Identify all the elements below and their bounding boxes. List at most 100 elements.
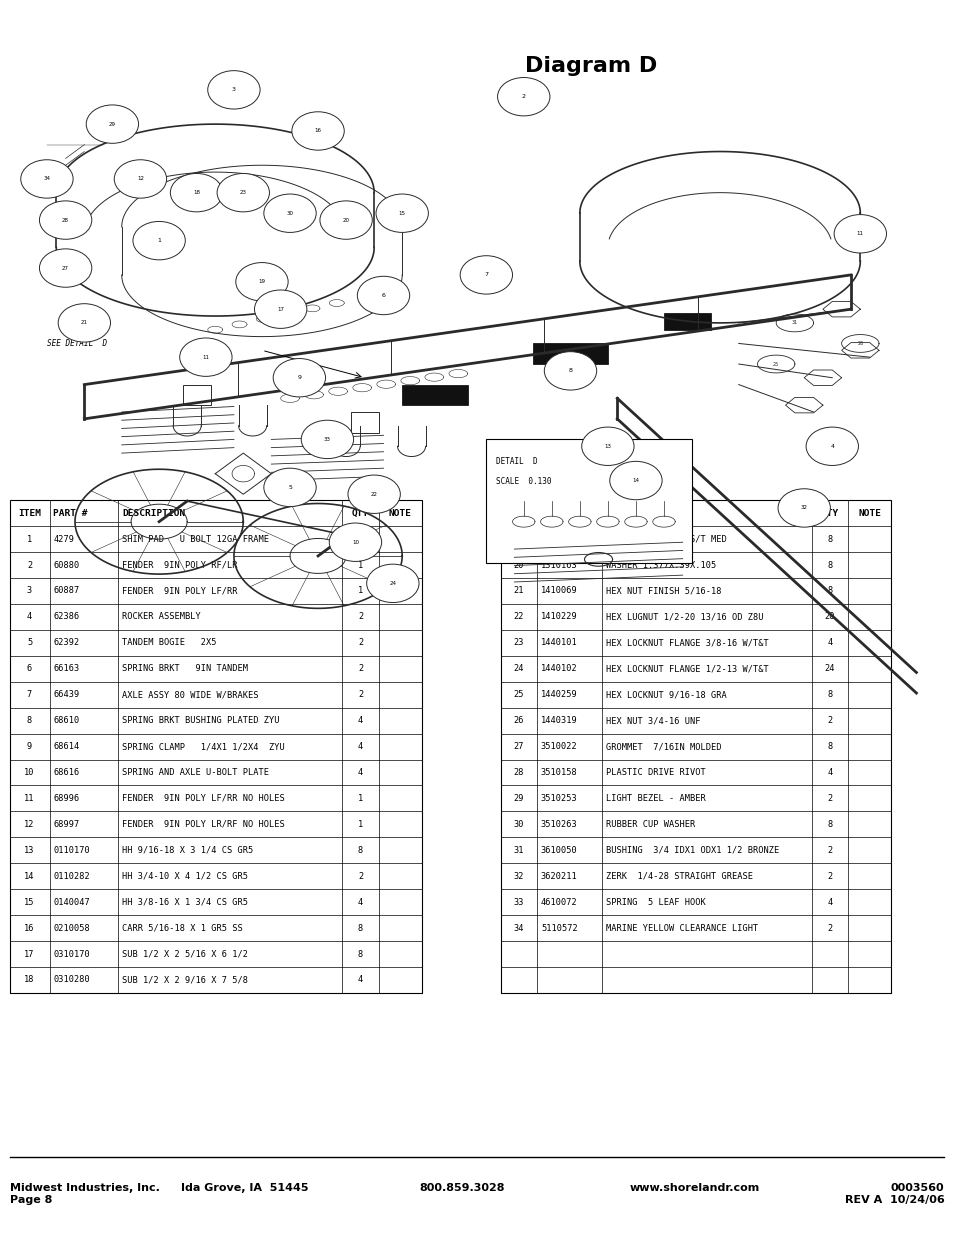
Text: 0140047: 0140047 bbox=[53, 898, 91, 906]
Circle shape bbox=[778, 489, 829, 527]
Circle shape bbox=[497, 78, 549, 116]
Text: 28: 28 bbox=[513, 768, 524, 777]
Text: 12: 12 bbox=[24, 820, 35, 829]
Text: 0310170: 0310170 bbox=[53, 950, 91, 958]
Text: 8: 8 bbox=[27, 716, 32, 725]
Text: 68614: 68614 bbox=[53, 742, 80, 751]
Circle shape bbox=[179, 338, 232, 377]
Text: 8: 8 bbox=[357, 950, 363, 958]
Text: FENDER  9IN POLY RF/LR: FENDER 9IN POLY RF/LR bbox=[122, 561, 237, 569]
Text: 11: 11 bbox=[856, 231, 862, 236]
Text: SUB 1/2 X 2 5/16 X 6 1/2: SUB 1/2 X 2 5/16 X 6 1/2 bbox=[122, 950, 248, 958]
Circle shape bbox=[264, 468, 315, 506]
Circle shape bbox=[609, 462, 661, 500]
Text: 1: 1 bbox=[157, 238, 161, 243]
Text: 14: 14 bbox=[632, 478, 639, 483]
Text: 13: 13 bbox=[24, 846, 35, 855]
Text: 4: 4 bbox=[357, 898, 363, 906]
Text: 24: 24 bbox=[389, 580, 395, 585]
Bar bbox=[182, 384, 211, 405]
Text: SPRING  5 LEAF HOOK: SPRING 5 LEAF HOOK bbox=[605, 898, 705, 906]
Text: 18: 18 bbox=[193, 190, 200, 195]
Text: 800.859.3028: 800.859.3028 bbox=[419, 1183, 505, 1193]
Text: HH 9/16-18 X 3 1/4 CS GR5: HH 9/16-18 X 3 1/4 CS GR5 bbox=[122, 846, 253, 855]
Text: 4610072: 4610072 bbox=[540, 898, 578, 906]
Text: 22: 22 bbox=[371, 492, 377, 496]
Text: 10: 10 bbox=[24, 768, 35, 777]
Text: 26: 26 bbox=[513, 716, 524, 725]
Text: 13: 13 bbox=[604, 443, 611, 448]
Text: 29: 29 bbox=[513, 794, 524, 803]
Circle shape bbox=[544, 352, 596, 390]
Text: 0310280: 0310280 bbox=[53, 976, 91, 984]
Text: HEX LOCKNUT FLANGE 3/8-16 W/T&T: HEX LOCKNUT FLANGE 3/8-16 W/T&T bbox=[605, 638, 768, 647]
Text: CARR 5/16-18 X 1 GR5 SS: CARR 5/16-18 X 1 GR5 SS bbox=[122, 924, 243, 932]
Text: 5: 5 bbox=[288, 485, 292, 490]
Text: 2: 2 bbox=[826, 924, 832, 932]
Text: ITEM: ITEM bbox=[507, 509, 530, 517]
Text: 5: 5 bbox=[27, 638, 32, 647]
Text: 1410069: 1410069 bbox=[540, 587, 578, 595]
Text: 8: 8 bbox=[826, 690, 832, 699]
Text: QTY: QTY bbox=[352, 509, 369, 517]
Text: 2: 2 bbox=[357, 638, 363, 647]
Text: 4: 4 bbox=[829, 443, 833, 448]
Text: PART #: PART # bbox=[540, 509, 575, 517]
Text: SPRING AND AXLE U-BOLT PLATE: SPRING AND AXLE U-BOLT PLATE bbox=[122, 768, 269, 777]
Text: Ida Grove, IA  51445: Ida Grove, IA 51445 bbox=[181, 1183, 309, 1193]
Text: 19: 19 bbox=[513, 535, 524, 543]
Text: MARINE YELLOW CLEARANCE LIGHT: MARINE YELLOW CLEARANCE LIGHT bbox=[605, 924, 758, 932]
Text: 2: 2 bbox=[27, 561, 32, 569]
Text: 68610: 68610 bbox=[53, 716, 80, 725]
Bar bbox=[486, 440, 691, 563]
Text: 31: 31 bbox=[791, 320, 797, 325]
Text: GROMMET  7/16IN MOLDED: GROMMET 7/16IN MOLDED bbox=[605, 742, 720, 751]
Text: 8: 8 bbox=[568, 368, 572, 373]
Text: 17: 17 bbox=[24, 950, 35, 958]
Text: FENDER  9IN POLY LR/RF NO HOLES: FENDER 9IN POLY LR/RF NO HOLES bbox=[122, 820, 285, 829]
Text: 8: 8 bbox=[826, 742, 832, 751]
Text: 21: 21 bbox=[81, 320, 88, 325]
Text: 6: 6 bbox=[381, 293, 385, 298]
Circle shape bbox=[217, 173, 269, 212]
Text: DESCRIPTION: DESCRIPTION bbox=[605, 509, 668, 517]
Text: SHIM PAD   U BOLT 12GA FRAME: SHIM PAD U BOLT 12GA FRAME bbox=[122, 535, 269, 543]
Text: 10: 10 bbox=[352, 540, 358, 545]
Text: 2: 2 bbox=[826, 872, 832, 881]
Text: Midwest Industries, Inc.: Midwest Industries, Inc. bbox=[10, 1183, 159, 1193]
Text: HH 3/4-10 X 4 1/2 CS GR5: HH 3/4-10 X 4 1/2 CS GR5 bbox=[122, 872, 248, 881]
Text: 1: 1 bbox=[357, 587, 363, 595]
Text: 29: 29 bbox=[109, 121, 115, 127]
Text: WASHER 1.377X.39X.105: WASHER 1.377X.39X.105 bbox=[605, 561, 716, 569]
Text: 2: 2 bbox=[357, 664, 363, 673]
Circle shape bbox=[581, 427, 634, 466]
Text: SEE DETAIL  D: SEE DETAIL D bbox=[47, 338, 107, 348]
Text: 2: 2 bbox=[521, 94, 525, 99]
Text: 62386: 62386 bbox=[53, 613, 80, 621]
Text: 4: 4 bbox=[357, 742, 363, 751]
Text: DESCRIPTION: DESCRIPTION bbox=[122, 509, 185, 517]
Circle shape bbox=[264, 194, 315, 232]
Text: 1440101: 1440101 bbox=[540, 638, 578, 647]
Text: 1310163: 1310163 bbox=[540, 561, 578, 569]
Text: SPRING CLAMP   1/4X1 1/2X4  ZYU: SPRING CLAMP 1/4X1 1/2X4 ZYU bbox=[122, 742, 285, 751]
Text: 27: 27 bbox=[62, 266, 69, 270]
Circle shape bbox=[273, 358, 325, 396]
Text: NOTE: NOTE bbox=[857, 509, 881, 517]
Circle shape bbox=[301, 420, 354, 458]
Text: 28: 28 bbox=[62, 217, 69, 222]
Circle shape bbox=[39, 201, 91, 240]
Text: 20: 20 bbox=[823, 613, 835, 621]
Text: ITEM: ITEM bbox=[18, 509, 41, 517]
Text: 1440259: 1440259 bbox=[540, 690, 578, 699]
Text: 30: 30 bbox=[286, 211, 294, 216]
Circle shape bbox=[366, 564, 418, 603]
Circle shape bbox=[459, 256, 512, 294]
Bar bbox=[533, 343, 607, 364]
Text: 1410229: 1410229 bbox=[540, 613, 578, 621]
Text: 24: 24 bbox=[823, 664, 835, 673]
Text: 4: 4 bbox=[27, 613, 32, 621]
Circle shape bbox=[292, 112, 344, 151]
Text: 0110170: 0110170 bbox=[53, 846, 91, 855]
Text: 0210058: 0210058 bbox=[53, 924, 91, 932]
